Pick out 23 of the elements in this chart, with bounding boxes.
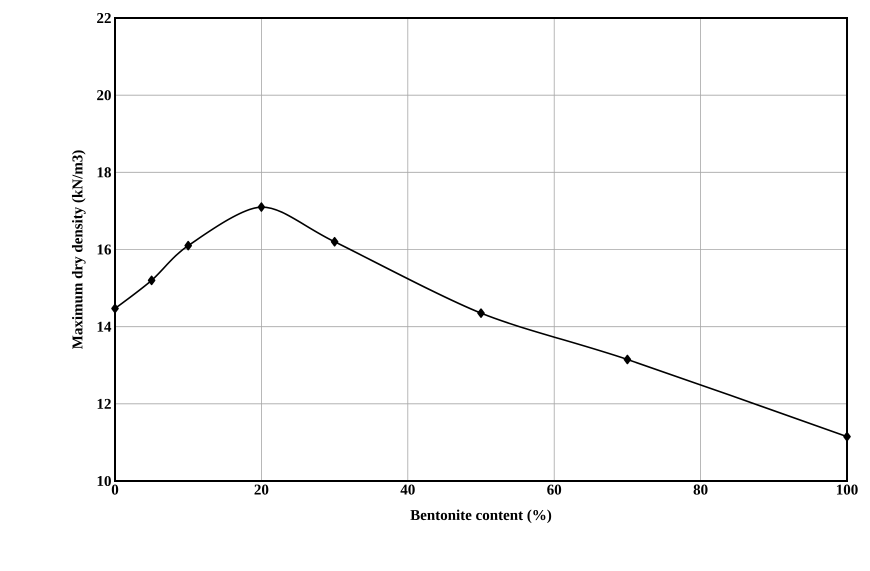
y-tick-label: 12	[98, 398, 111, 409]
x-tick-label: 0	[112, 484, 118, 495]
x-tick-label: 100	[836, 484, 858, 495]
point	[258, 202, 266, 212]
y-tick-label: 18	[98, 167, 111, 178]
y-axis-title: Maximum dry density (kN/m3)	[72, 150, 86, 350]
point	[843, 432, 851, 442]
point	[477, 308, 485, 318]
x-tick-label: 80	[694, 484, 708, 495]
point	[330, 236, 338, 247]
y-tick-label: 20	[97, 90, 111, 100]
x-tick-label: 40	[400, 484, 415, 495]
y-tick-label: 14	[98, 322, 112, 332]
y-tick-label: 22	[97, 13, 111, 23]
point	[184, 240, 192, 250]
point	[148, 276, 156, 286]
x-axis-title: Bentonite content (%)	[410, 510, 552, 524]
point	[111, 304, 119, 314]
y-tick-label: 10	[98, 476, 111, 486]
x-tick-label: 60	[547, 484, 562, 495]
x-tick-label: 20	[254, 484, 268, 495]
point	[624, 354, 632, 364]
y-tick-label: 16	[98, 244, 112, 255]
